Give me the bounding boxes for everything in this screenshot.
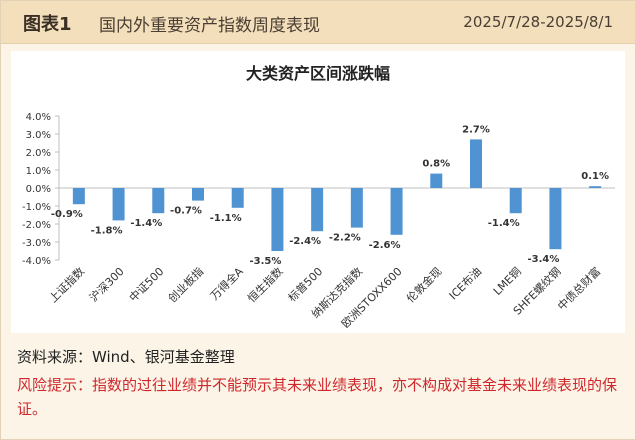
y-tick-label: 1.0%: [26, 166, 51, 177]
data-label: -3.4%: [527, 254, 559, 265]
risk-warning: 风险提示：指数的过往业绩并不能预示其未来业绩表现，亦不构成对基金未来业绩表现的保…: [17, 376, 618, 418]
y-tick-label: -2.0%: [22, 220, 51, 231]
x-tick-label: 恒生指数: [245, 264, 286, 305]
data-label: -1.4%: [130, 218, 162, 229]
bar: [509, 188, 522, 214]
data-label: -2.2%: [329, 233, 361, 244]
chart-title: 大类资产区间涨跌幅: [246, 64, 390, 83]
y-tick-label: 4.0%: [26, 112, 51, 123]
y-tick-label: -1.0%: [22, 202, 51, 213]
bar: [231, 188, 244, 208]
bar: [311, 188, 324, 232]
data-label: -1.1%: [210, 213, 242, 224]
x-tick-label: 中证500: [127, 265, 167, 305]
x-tick-label: 上证指数: [46, 264, 87, 305]
y-tick-label: -4.0%: [22, 256, 51, 267]
bar: [112, 188, 125, 221]
data-label: -0.7%: [170, 206, 202, 217]
x-tick-label: LME铜: [490, 264, 524, 298]
x-tick-label: 创业板指: [165, 264, 206, 305]
data-label: 0.1%: [581, 171, 609, 182]
date-range: 2025/7/28-2025/8/1: [463, 13, 613, 31]
bar: [350, 188, 363, 228]
data-label: -3.5%: [249, 256, 281, 267]
source-note: 资料来源：Wind、银河基金整理: [17, 348, 235, 366]
bar: [589, 186, 602, 188]
bar: [390, 188, 403, 235]
x-tick-label: 万得全A: [207, 264, 246, 303]
bar: [271, 188, 284, 251]
bar: [152, 188, 165, 214]
bar-chart: 大类资产区间涨跌幅 4.0% 3.0% 2.0% 1.0% 0.0% -1.0% -2.0%…: [22, 64, 615, 331]
figure-title: 国内外重要资产指数周度表现: [99, 16, 320, 36]
y-tick-label: -3.0%: [22, 238, 51, 249]
bar: [192, 188, 204, 201]
header-bar: 图表1 国内外重要资产指数周度表现 2025/7/28-2025/8/1: [1, 1, 635, 44]
data-label: -1.4%: [488, 218, 520, 229]
plot-area: 大类资产区间涨跌幅 4.0% 3.0% 2.0% 1.0% 0.0% -1.0% -2.0%…: [11, 51, 625, 333]
bar: [549, 188, 562, 250]
bar: [470, 139, 482, 188]
bar: [430, 173, 443, 188]
data-label: 2.7%: [462, 124, 490, 135]
x-tick-label: 中债总财富: [554, 264, 603, 313]
x-tick-label: 沪深300: [86, 264, 126, 304]
data-label: -0.9%: [51, 209, 83, 220]
figure-label: 图表1: [23, 14, 72, 35]
x-tick-label: ICE布油: [446, 264, 484, 302]
data-label: 0.8%: [422, 159, 450, 170]
x-tick-label: 标普500: [285, 264, 325, 304]
data-label: -1.8%: [91, 225, 123, 236]
y-tick-label: 2.0%: [26, 148, 51, 159]
data-label: -2.4%: [289, 236, 321, 247]
y-tick-label: 3.0%: [26, 130, 51, 141]
data-label: -2.6%: [369, 240, 401, 251]
x-tick-label: 伦敦金现: [403, 264, 444, 305]
bar: [72, 188, 85, 205]
y-tick-label: 0.0%: [26, 184, 51, 195]
